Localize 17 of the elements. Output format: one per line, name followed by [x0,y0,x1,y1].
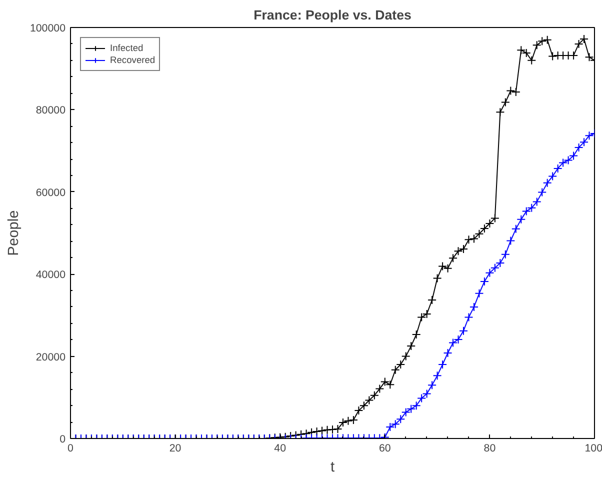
x-tick-label: 100 [584,442,602,454]
x-axis-title: t [330,460,335,476]
y-tick-label: 100000 [30,22,66,34]
chart-title: France: People vs. Dates [254,8,412,22]
y-tick-label: 0 [60,434,66,446]
x-tick-label: 80 [484,442,496,454]
legend-label: Infected [110,42,144,54]
y-tick-label: 40000 [36,269,66,282]
y-tick-label: 80000 [36,104,66,117]
y-axis-title: People [6,210,22,256]
x-tick-label: 40 [274,442,286,454]
y-tick-label: 60000 [36,186,66,199]
x-tick-label: 0 [68,442,74,454]
x-tick-label: 60 [378,442,391,454]
y-tick-label: 20000 [36,351,66,364]
x-tick-label: 20 [169,442,182,454]
legend-label: Recovered [110,54,156,66]
